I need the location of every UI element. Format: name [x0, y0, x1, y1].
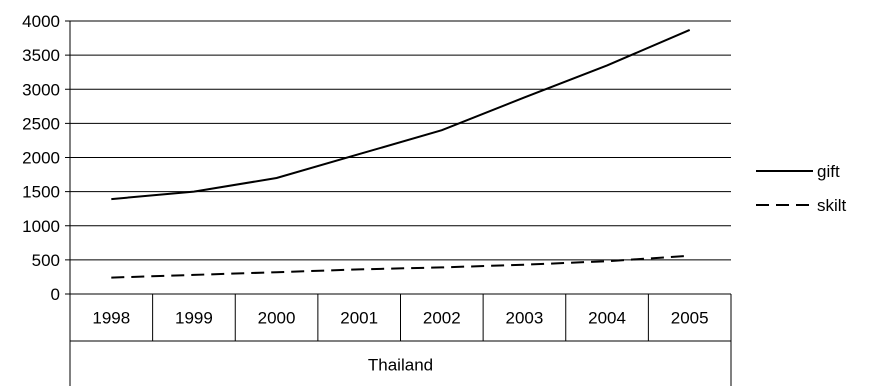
y-tick-label: 3500: [22, 46, 60, 65]
x-tick-label: 2004: [588, 309, 626, 328]
y-tick-label: 500: [32, 251, 60, 270]
series-line-skilt: [111, 254, 690, 279]
y-tick-label: 0: [51, 285, 60, 304]
x-tick-label: 1999: [175, 309, 213, 328]
x-tick-label: 2000: [258, 309, 296, 328]
x-group-label: Thailand: [368, 356, 433, 375]
series-line-gift: [111, 28, 691, 201]
x-tick-label: 1998: [92, 309, 130, 328]
x-axis: 1998 1999 2000 2001 2002 2003 2004 2005 Thailand: [70, 293, 732, 386]
y-tick-label: 4000: [22, 12, 60, 31]
series-lines: [111, 28, 691, 279]
legend-label-gift: gift: [817, 162, 840, 181]
x-tick-label: 2002: [423, 309, 461, 328]
y-tick-label: 1000: [22, 217, 60, 236]
y-tick-label: 3000: [22, 80, 60, 99]
y-axis: 0 500 1000 1500 2000 2500 3000 3500 4000: [22, 12, 71, 386]
legend: gift skilt: [756, 162, 847, 215]
y-tick-label: 1500: [22, 183, 60, 202]
y-tick-label: 2000: [22, 149, 60, 168]
x-tick-label: 2005: [671, 309, 709, 328]
x-tick-label: 2003: [506, 309, 544, 328]
gridlines: [70, 20, 731, 261]
legend-label-skilt: skilt: [817, 196, 847, 215]
y-tick-label: 2500: [22, 114, 60, 133]
x-tick-label: 2001: [340, 309, 378, 328]
